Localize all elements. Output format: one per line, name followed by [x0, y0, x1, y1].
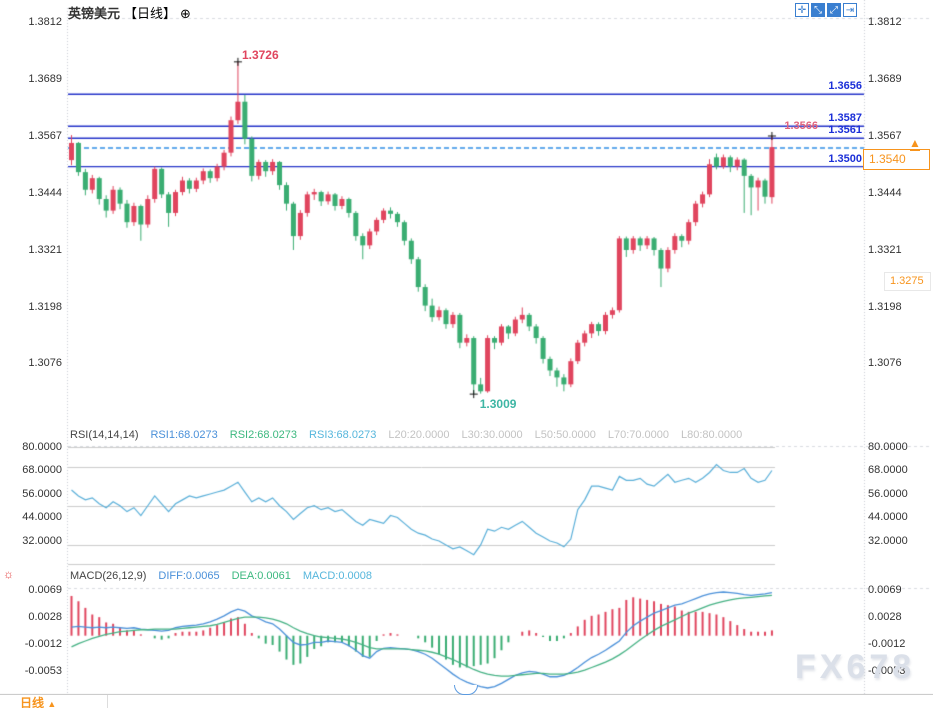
- rsi-indicator-name: RSI(14,14,14): [70, 429, 139, 441]
- time-axis-bar: [0, 694, 933, 708]
- macd-series-value: MACD:0.0008: [302, 570, 372, 582]
- rsi-level-value: L80:80.0000: [681, 429, 743, 441]
- macd-series-value: DIFF:0.0065: [158, 570, 220, 582]
- indicator-settings-icon[interactable]: ☼: [3, 567, 14, 581]
- chart-title-bar: 英镑美元 【日线】 ⊕: [68, 3, 191, 22]
- add-indicator-icon[interactable]: ⊕: [180, 6, 191, 21]
- rsi-level-value: L30:30.0000: [461, 429, 523, 441]
- auto-scale-icon[interactable]: ⤢: [827, 3, 841, 17]
- rsi-series-value: RSI3:68.0273: [309, 429, 377, 441]
- fit-chart-icon[interactable]: ⤡: [811, 3, 825, 17]
- go-to-latest-icon[interactable]: ⇥: [843, 3, 857, 17]
- macd-header: MACD(26,12,9) DIFF:0.0065 DEA:0.0061 MACD:…: [70, 570, 372, 582]
- period-tag: 【日线】: [124, 6, 177, 21]
- period-toggle[interactable]: 日线 ▲: [20, 694, 56, 708]
- rsi-series-value: RSI2:68.0273: [229, 429, 298, 441]
- rsi-level-value: L20:20.0000: [388, 429, 450, 441]
- rsi-level-value: L50:50.0000: [534, 429, 596, 441]
- rsi-header: RSI(14,14,14) RSI1:68.0273 RSI2:68.0273 RS…: [70, 429, 742, 441]
- expand-panel-icon: ▲: [47, 699, 57, 708]
- axis-divider: [107, 695, 108, 708]
- pan-icon[interactable]: ✛: [795, 3, 809, 17]
- period-label: 日线: [20, 696, 45, 708]
- watermark: FX678: [795, 648, 916, 686]
- rsi-series-value: RSI1:68.0273: [150, 429, 218, 441]
- rsi-level-value: L70:70.0000: [607, 429, 670, 441]
- symbol-name: 英镑美元: [68, 6, 121, 21]
- chart-toolbar: ✛ ⤡ ⤢ ⇥: [795, 3, 857, 17]
- macd-series-value: DEA:0.0061: [231, 570, 291, 582]
- macd-indicator-name: MACD(26,12,9): [70, 570, 147, 582]
- price-up-arrow-icon: ▲: [909, 136, 921, 151]
